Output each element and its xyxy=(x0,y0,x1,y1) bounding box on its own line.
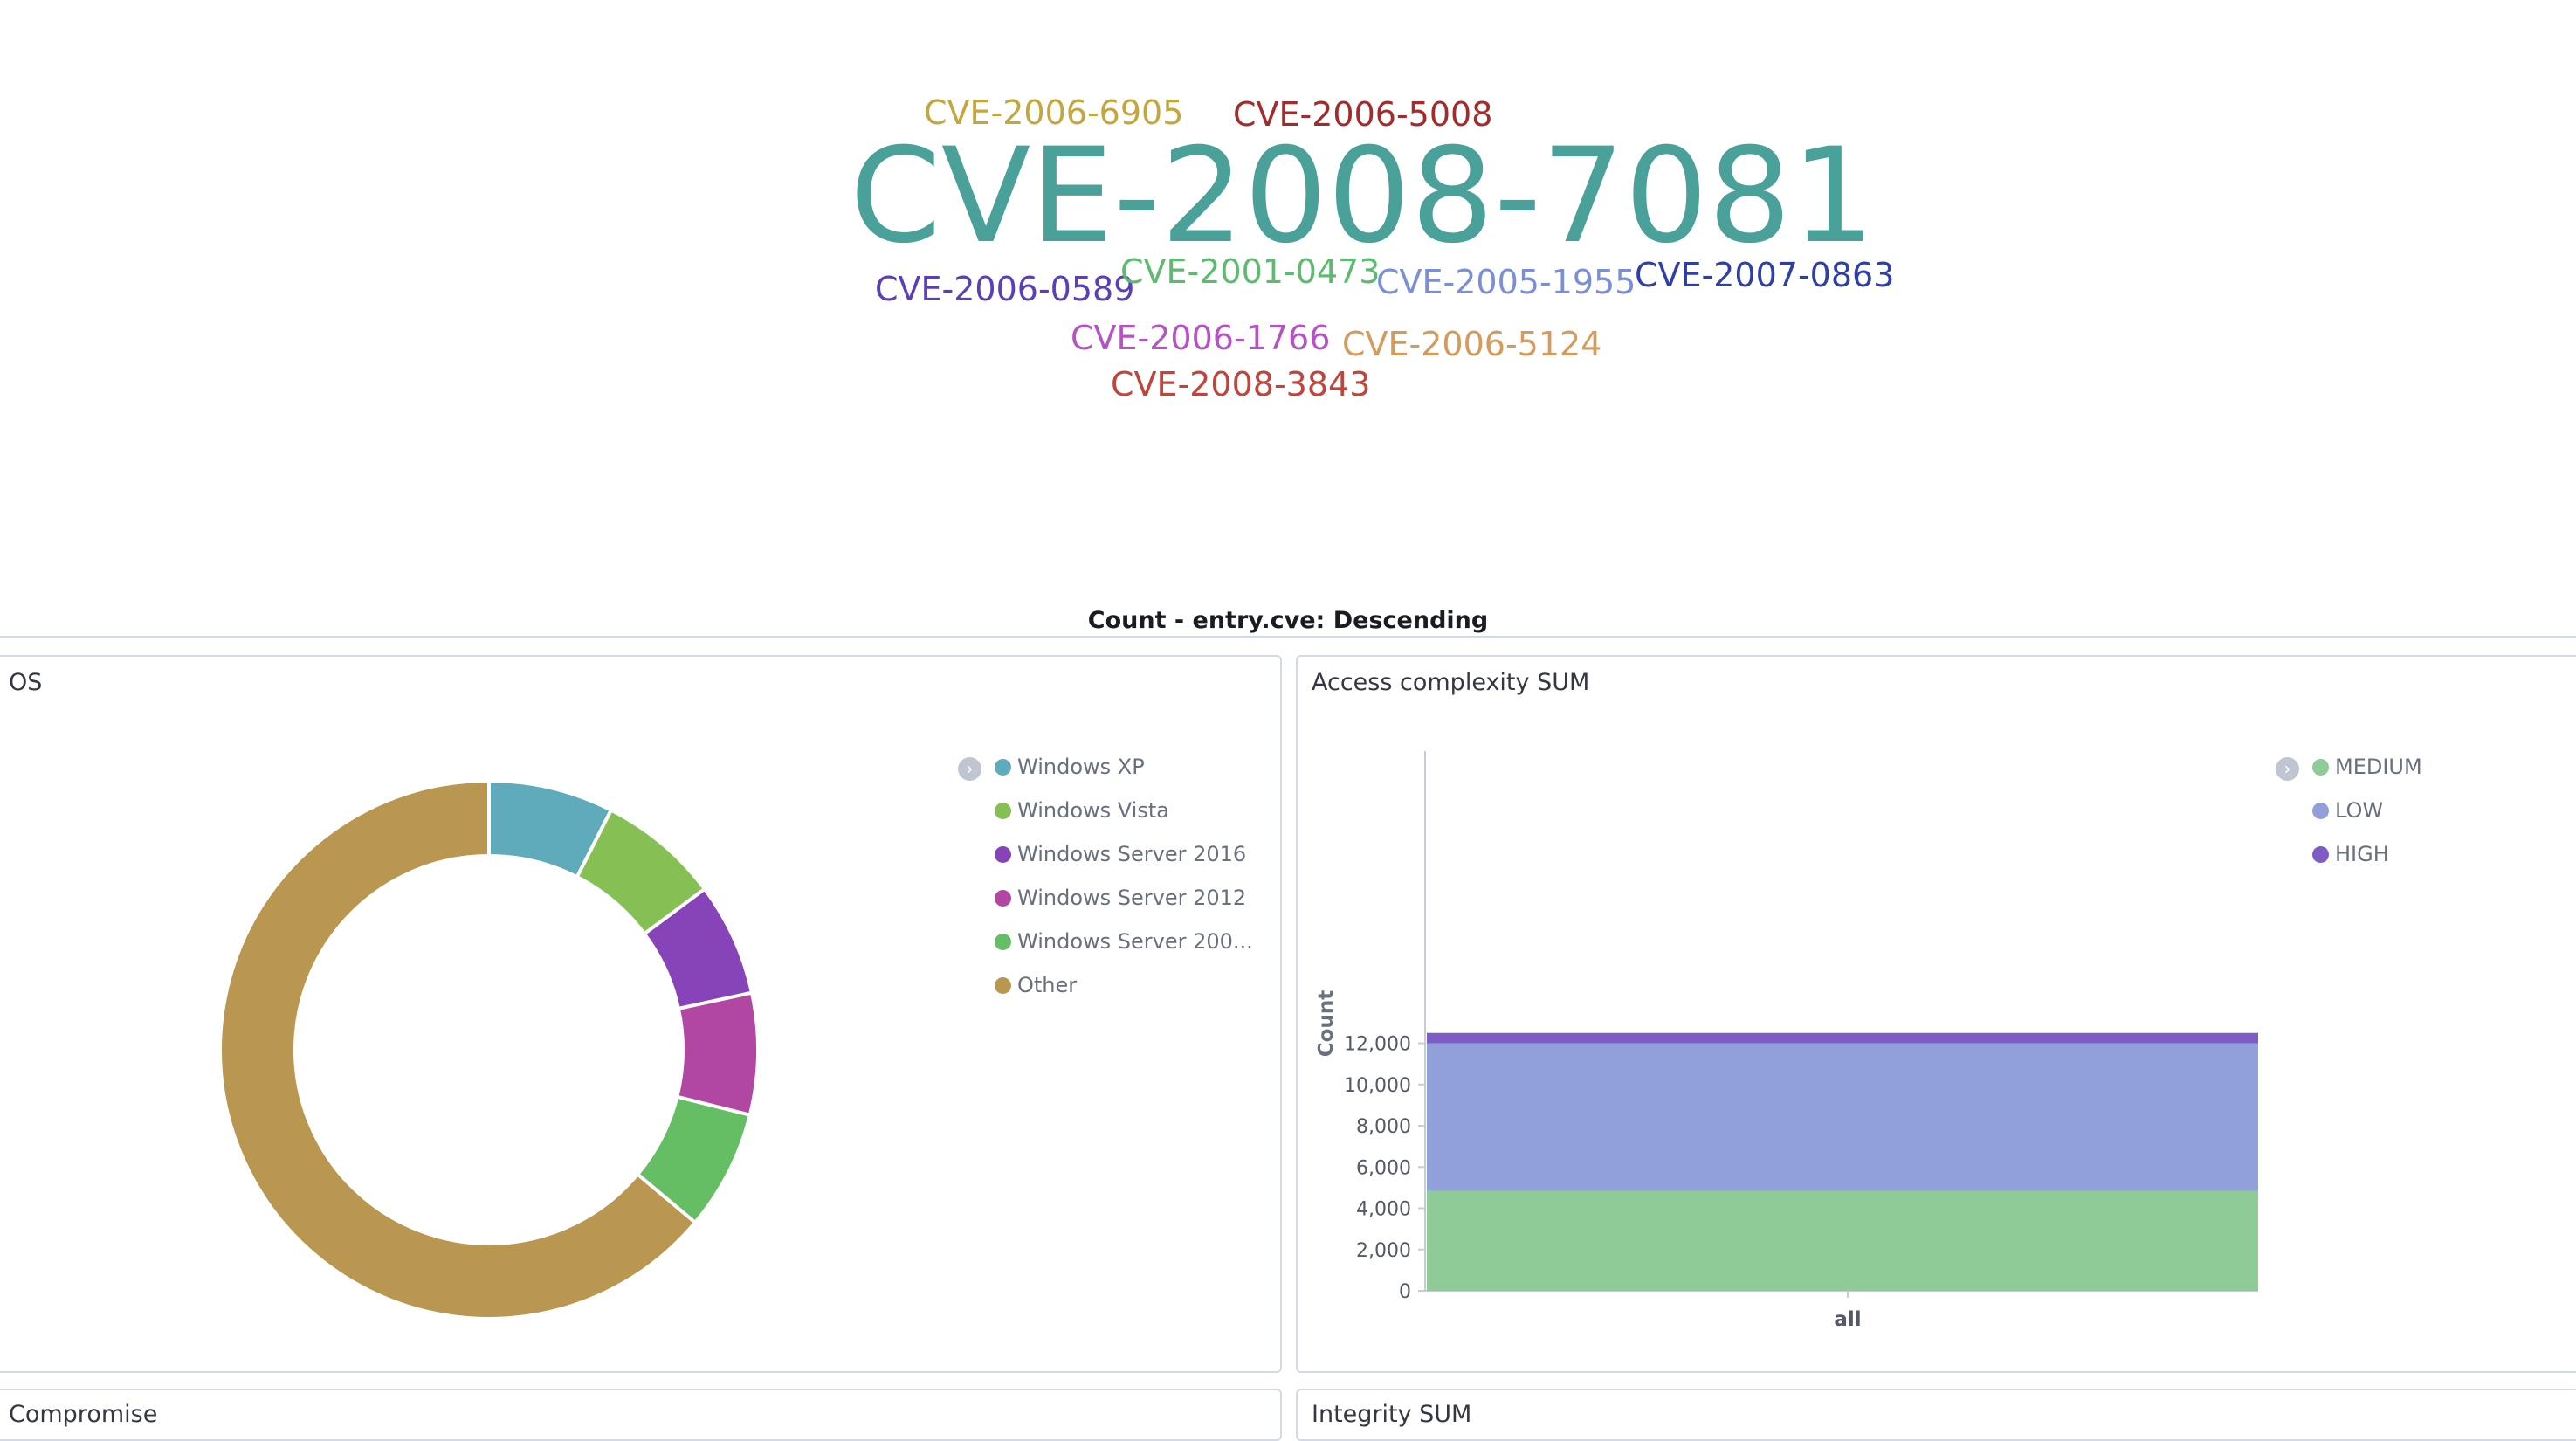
cloud-word[interactable]: CVE-2005-1955 xyxy=(1376,263,1636,301)
legend-dot xyxy=(995,846,1011,863)
access-legend: › MEDIUM LOW HIGH xyxy=(2276,755,2494,894)
y-axis-title: Count xyxy=(1315,990,1338,1057)
os-donut-chart xyxy=(218,778,760,1320)
legend-label: LOW xyxy=(2335,798,2384,823)
access-complexity-panel: Access complexity SUM 0 2,000 4,000 6,000 8,… xyxy=(1296,655,2576,1373)
os-legend: › Windows XP Windows Vista Windows Serve… xyxy=(958,755,1272,1017)
y-tick-label: 2,000 xyxy=(1356,1240,1411,1262)
legend-dot xyxy=(995,890,1011,907)
legend-label: Other xyxy=(1017,973,1078,997)
legend-label: HIGH xyxy=(2335,842,2389,866)
legend-label: Windows Server 200... xyxy=(1017,929,1253,954)
legend-label: Windows Server 2016 xyxy=(1017,842,1247,866)
legend-dot xyxy=(2312,846,2329,863)
y-tick-label: 0 xyxy=(1399,1281,1411,1303)
cloud-word[interactable]: CVE-2006-0589 xyxy=(875,270,1135,308)
cloud-word[interactable]: CVE-2006-6905 xyxy=(924,93,1184,132)
cloud-word[interactable]: CVE-2008-7081 xyxy=(850,121,1875,272)
legend-toggle-icon[interactable]: › xyxy=(958,757,981,781)
panel-title: OS xyxy=(9,669,43,696)
word-cloud-caption: Count - entry.cve: Descending xyxy=(1087,607,1489,634)
y-tick-label: 4,000 xyxy=(1356,1199,1411,1221)
panel-title: Integrity SUM xyxy=(1312,1401,1472,1428)
word-cloud: CVE-2008-7081 CVE-2006-6905 CVE-2006-500… xyxy=(0,0,2576,629)
legend-label: Windows Vista xyxy=(1017,798,1169,823)
access-complexity-bar-chart: 0 2,000 4,000 6,000 8,000 10,000 12,000 all Coun… xyxy=(1315,751,2258,1331)
y-tick-label: 8,000 xyxy=(1356,1116,1411,1138)
y-tick-label: 10,000 xyxy=(1344,1075,1411,1097)
panel-title: Access complexity SUM xyxy=(1312,669,1590,696)
y-tick-label: 12,000 xyxy=(1344,1034,1411,1056)
donut-slice[interactable] xyxy=(674,990,760,1118)
compromise-panel: Compromise xyxy=(0,1389,1282,1441)
cloud-word[interactable]: CVE-2006-5008 xyxy=(1233,95,1493,134)
legend-toggle-icon[interactable]: › xyxy=(2276,757,2299,781)
legend-dot xyxy=(2312,803,2329,819)
legend-label: Windows Server 2012 xyxy=(1017,886,1247,910)
cloud-word[interactable]: CVE-2007-0863 xyxy=(1635,256,1895,294)
y-tick-label: 6,000 xyxy=(1356,1157,1411,1179)
legend-dot xyxy=(995,977,1011,994)
donut-slice[interactable] xyxy=(218,778,698,1320)
bar-segment[interactable] xyxy=(1427,1043,2258,1191)
cloud-word[interactable]: CVE-2006-5124 xyxy=(1342,325,1602,363)
divider xyxy=(0,636,2576,638)
legend-label: MEDIUM xyxy=(2335,755,2422,779)
integrity-panel: Integrity SUM xyxy=(1296,1389,2576,1441)
legend-label: Windows XP xyxy=(1017,755,1145,779)
panel-title: Compromise xyxy=(9,1401,158,1428)
legend-dot xyxy=(995,759,1011,776)
bar-segment[interactable] xyxy=(1427,1032,2258,1044)
bar-segment[interactable] xyxy=(1427,1190,2258,1291)
legend-dot xyxy=(995,803,1011,819)
legend-dot xyxy=(995,934,1011,950)
os-panel: OS › Windows XP Windows Vista Windows Se… xyxy=(0,655,1282,1373)
legend-dot xyxy=(2312,759,2329,776)
cloud-word[interactable]: CVE-2006-1766 xyxy=(1071,319,1331,357)
x-tick-label: all xyxy=(1834,1308,1861,1331)
cloud-word[interactable]: CVE-2008-3843 xyxy=(1111,365,1371,403)
cloud-word[interactable]: CVE-2001-0473 xyxy=(1120,252,1381,291)
